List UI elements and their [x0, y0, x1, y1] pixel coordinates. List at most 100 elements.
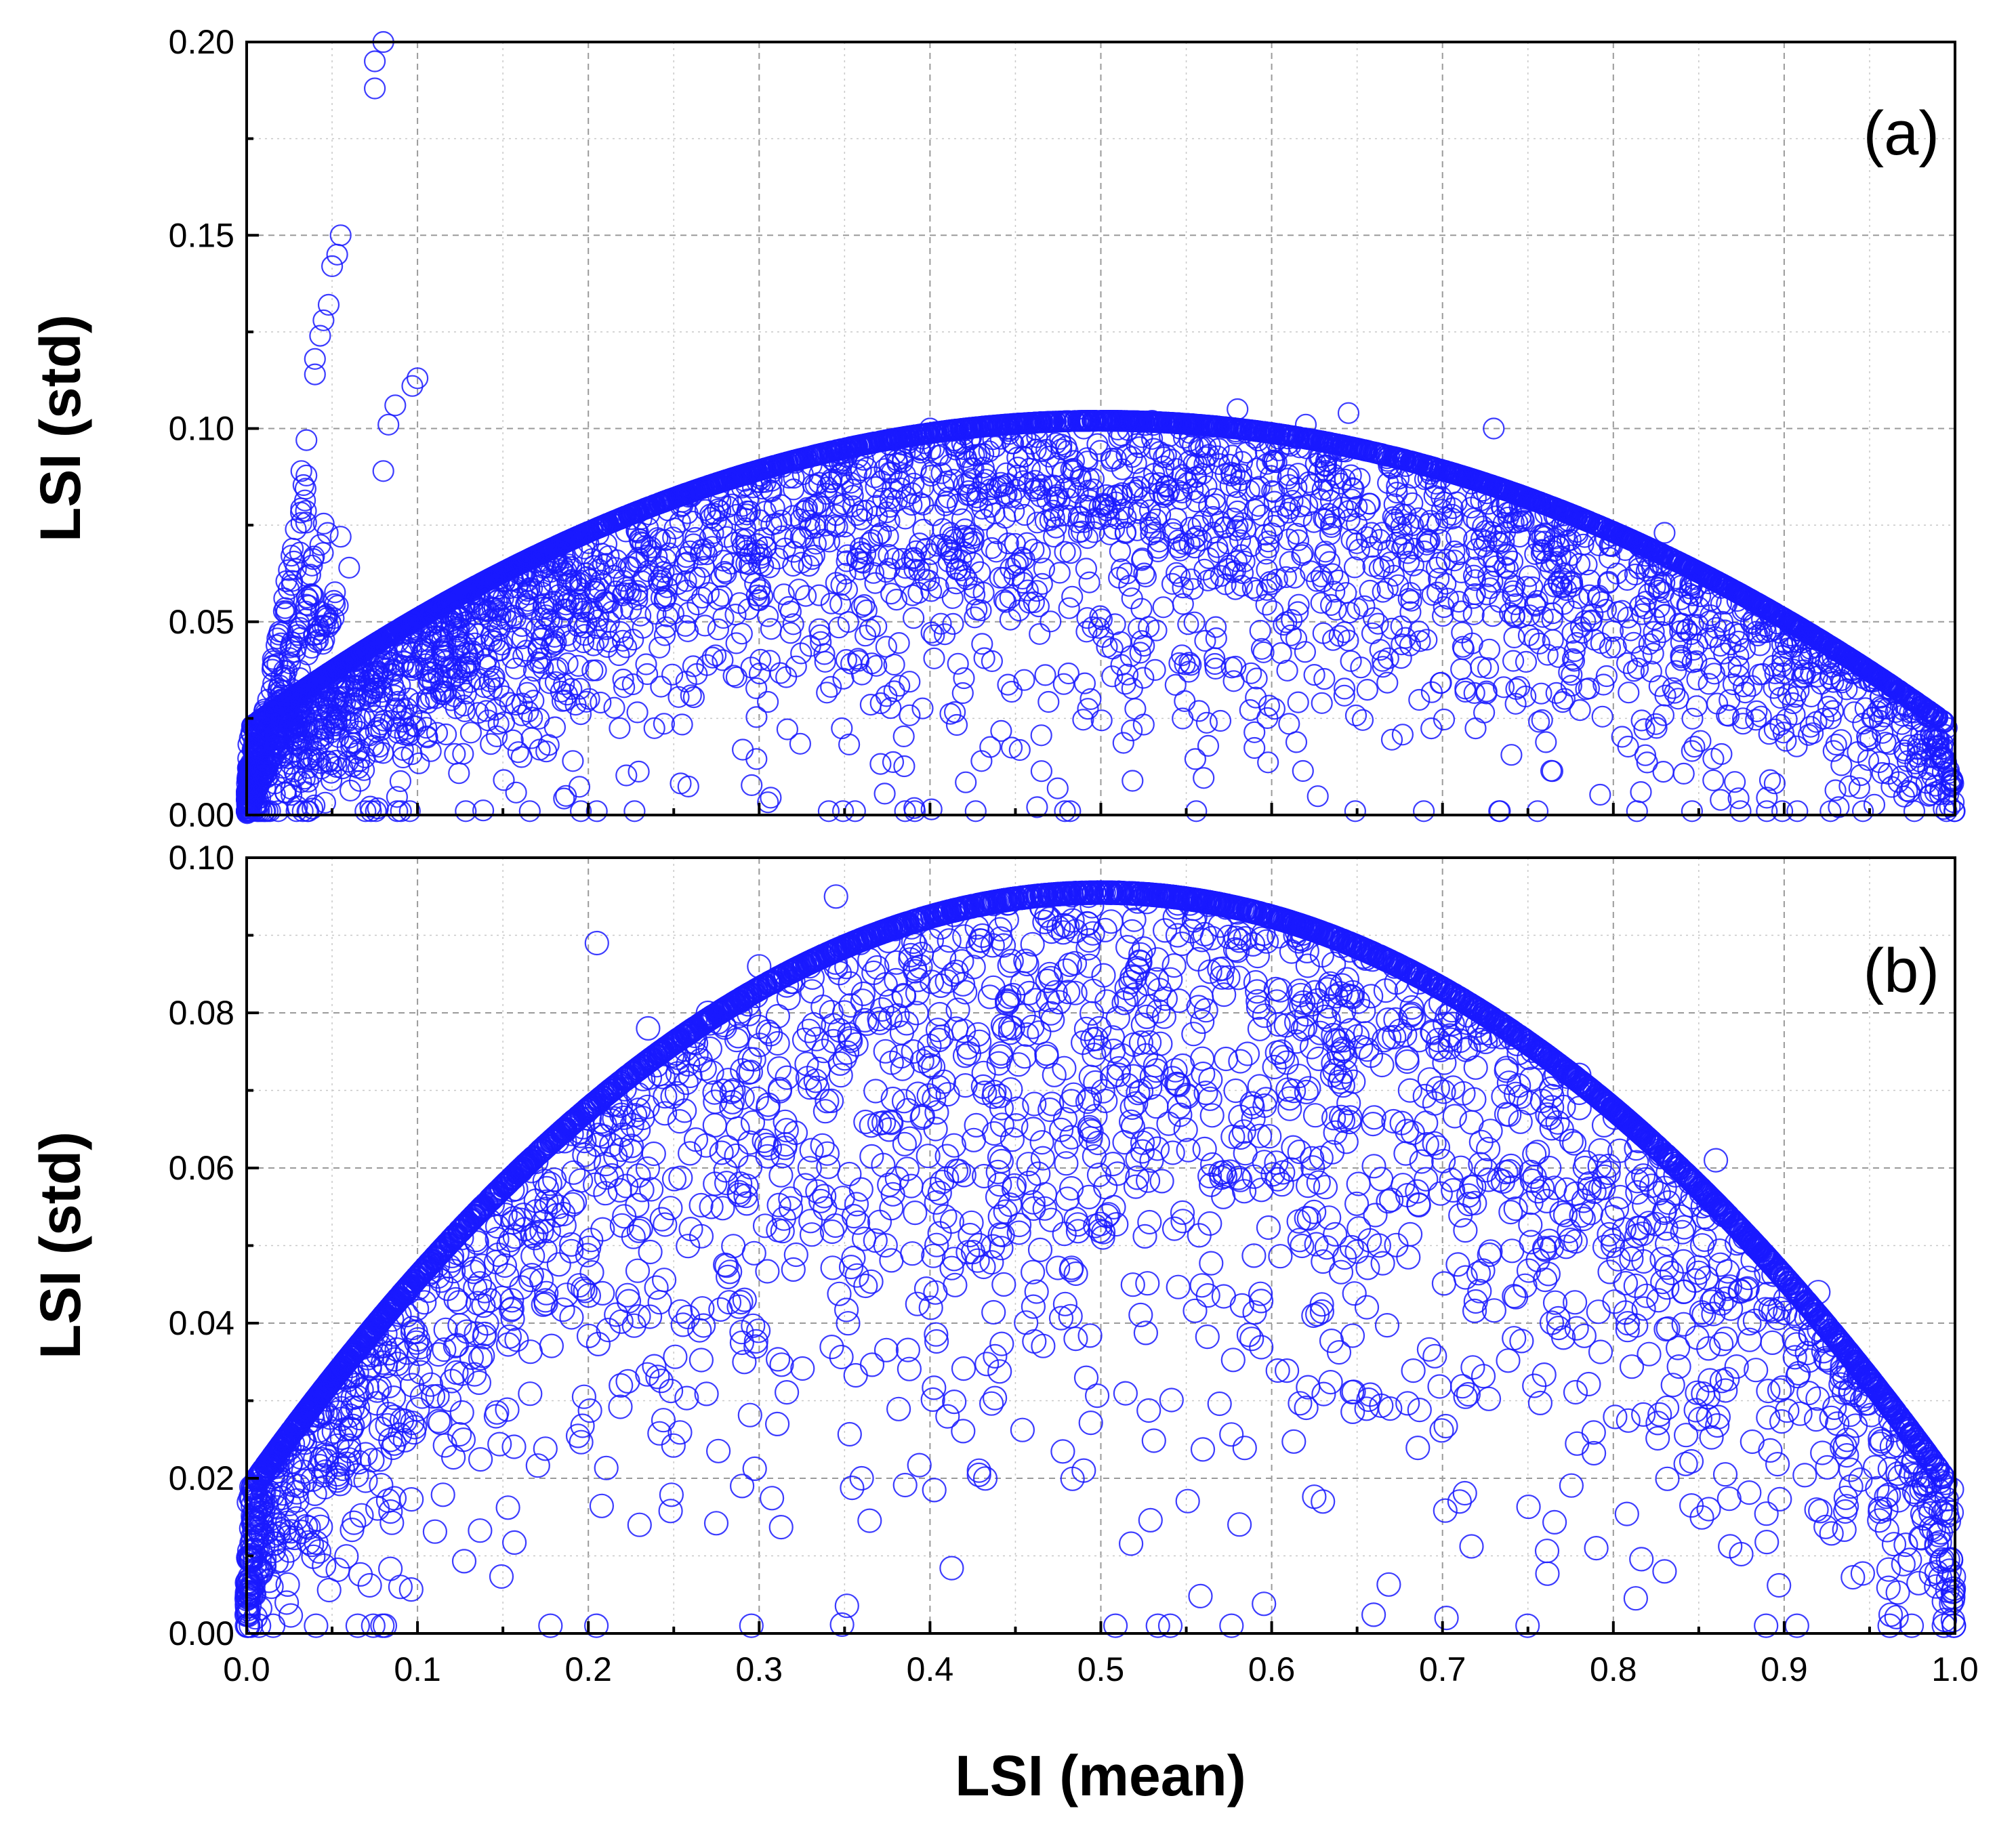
data-point — [448, 762, 470, 785]
data-point — [1243, 721, 1266, 743]
data-point — [731, 738, 754, 761]
data-point — [1729, 800, 1752, 822]
data-point — [835, 648, 858, 671]
data-point — [745, 748, 768, 770]
data-point — [1167, 529, 1189, 551]
data-point — [1515, 650, 1538, 673]
data-point — [389, 770, 412, 793]
data-point — [1195, 711, 1218, 734]
data-point — [1013, 669, 1035, 691]
data-point — [955, 771, 977, 793]
data-point — [1601, 620, 1624, 642]
data-point — [1380, 728, 1403, 751]
data-point — [1821, 687, 1843, 709]
data-point — [1372, 581, 1394, 603]
data-point — [1193, 767, 1215, 789]
data-point — [1171, 464, 1193, 486]
data-point — [1285, 731, 1308, 753]
data-point — [1645, 713, 1667, 735]
data-point — [1685, 695, 1708, 717]
data-point — [892, 725, 915, 748]
data-point — [653, 713, 676, 735]
data-point — [1344, 704, 1367, 727]
data-point — [612, 668, 634, 691]
data-point — [964, 606, 986, 629]
data-point — [1503, 626, 1525, 649]
data-point — [1640, 661, 1662, 683]
data-point — [789, 732, 812, 755]
data-point — [1535, 731, 1557, 753]
data-point — [1563, 650, 1586, 672]
data-point — [615, 636, 638, 659]
data-point — [1164, 673, 1187, 696]
data-point — [878, 543, 900, 566]
data-point — [1144, 659, 1166, 682]
data-point — [1428, 568, 1450, 590]
data-point — [714, 560, 736, 583]
data-point — [850, 596, 873, 618]
data-point — [941, 587, 964, 609]
data-point — [1400, 589, 1422, 612]
data-point — [1399, 601, 1422, 623]
data-point — [1246, 667, 1268, 690]
data-point — [365, 800, 387, 822]
data-point — [1185, 800, 1208, 822]
data-point — [816, 682, 838, 704]
data-point — [1394, 627, 1416, 649]
data-point — [930, 462, 953, 484]
data-point — [953, 667, 975, 690]
data-point — [1462, 587, 1485, 609]
data-point — [776, 718, 799, 740]
data-point — [1903, 800, 1926, 822]
data-point — [1630, 780, 1652, 804]
data-point — [1209, 709, 1232, 732]
data-point — [1344, 800, 1367, 822]
data-point — [1031, 474, 1053, 497]
data-point — [963, 583, 986, 606]
data-point — [1652, 704, 1674, 726]
data-point — [1802, 722, 1824, 745]
data-point — [623, 800, 646, 822]
data-point — [626, 701, 649, 724]
data-point — [1565, 631, 1588, 654]
data-point — [1819, 800, 1842, 822]
data-point — [1122, 770, 1144, 792]
data-point — [650, 675, 672, 698]
data-point — [1034, 664, 1056, 686]
data-point — [703, 503, 726, 525]
data-point — [1652, 760, 1674, 783]
data-point — [923, 647, 945, 669]
data-point — [1672, 762, 1695, 785]
data-point — [1429, 528, 1452, 551]
data-point — [535, 740, 558, 763]
data-point — [1634, 744, 1657, 766]
data-point — [1630, 645, 1653, 667]
data-point — [1644, 629, 1666, 652]
data-point — [1029, 623, 1051, 645]
data-point — [302, 797, 324, 820]
data-point — [628, 760, 650, 783]
data-point — [1058, 597, 1080, 619]
data-point — [1589, 783, 1611, 806]
data-point — [1429, 672, 1452, 694]
data-point — [1435, 572, 1457, 595]
data-point — [1800, 685, 1822, 708]
data-point — [615, 764, 638, 787]
data-point — [869, 753, 892, 775]
data-point — [1249, 619, 1271, 642]
data-point — [893, 755, 916, 778]
data-point — [1279, 624, 1302, 646]
panel-a-points — [235, 30, 1966, 825]
data-point — [1686, 668, 1708, 691]
data-point — [1319, 523, 1342, 545]
data-point — [590, 691, 612, 714]
data-point — [840, 652, 863, 675]
data-point — [775, 666, 798, 688]
data-point — [993, 589, 1016, 611]
data-point — [1037, 690, 1060, 713]
data-point — [1193, 558, 1216, 581]
data-point — [1541, 760, 1563, 783]
data-point — [1319, 593, 1342, 617]
data-point — [493, 769, 515, 791]
data-point — [1048, 562, 1071, 584]
